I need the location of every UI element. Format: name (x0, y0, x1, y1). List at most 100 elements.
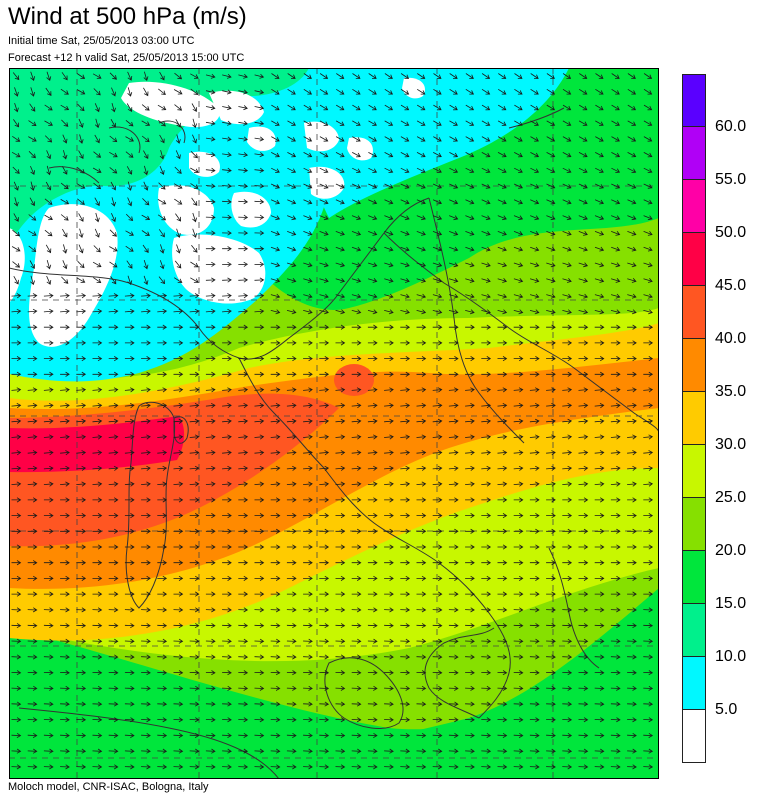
wind-arrow (27, 591, 38, 597)
wind-arrow (238, 277, 249, 283)
wind-arrow (497, 309, 508, 315)
wind-arrow (465, 262, 475, 268)
wind-arrow (270, 654, 281, 660)
wind-arrow (286, 591, 297, 597)
wind-arrow (627, 685, 637, 691)
wind-arrow (222, 230, 232, 236)
wind-arrow (578, 528, 589, 534)
wind-arrow (157, 293, 168, 299)
wind-arrow (546, 199, 556, 205)
wind-arrow (127, 71, 133, 81)
wind-arrow (367, 513, 378, 519)
wind-arrow (222, 575, 232, 581)
map-title: Wind at 500 hPa (m/s) (8, 3, 247, 30)
wind-arrow (205, 308, 216, 314)
wind-arrow (11, 685, 22, 691)
wind-arrow (238, 591, 249, 597)
wind-arrow (254, 497, 265, 503)
wind-arrow (78, 134, 84, 144)
wind-arrow (124, 308, 135, 314)
wind-arrow (497, 183, 507, 189)
wind-arrow (222, 528, 232, 534)
wind-arrow (546, 167, 556, 173)
wind-arrow (465, 497, 475, 503)
wind-arrow (27, 513, 38, 519)
wind-arrow (28, 120, 37, 127)
wind-arrow (368, 73, 377, 79)
wind-arrow (43, 497, 54, 503)
wind-arrow (367, 340, 378, 346)
wind-arrow (578, 513, 589, 519)
wind-arrow (384, 199, 394, 205)
wind-arrow (141, 591, 151, 597)
wind-arrow (627, 167, 637, 173)
wind-arrow (157, 560, 168, 566)
wind-arrow (11, 670, 22, 676)
wind-arrow (254, 324, 265, 330)
wind-arrow (222, 199, 232, 205)
wind-arrow (416, 199, 426, 205)
wind-arrow (205, 701, 216, 707)
wind-arrow (141, 481, 151, 487)
wind-arrow (92, 340, 103, 346)
wind-arrow (546, 120, 556, 126)
wind-arrow (627, 638, 637, 644)
wind-arrow (126, 260, 133, 269)
wind-arrow (222, 183, 232, 189)
wind-arrow (60, 654, 70, 660)
wind-arrow (416, 465, 427, 471)
wind-arrow (46, 165, 52, 176)
wind-arrow (400, 167, 410, 173)
wind-arrow (562, 481, 573, 487)
wind-arrow (416, 528, 427, 534)
wind-arrow (238, 293, 249, 299)
wind-arrow (643, 418, 654, 424)
wind-arrow (286, 528, 297, 534)
wind-arrow (319, 623, 330, 629)
wind-arrow (124, 654, 135, 660)
wind-arrow (76, 183, 86, 189)
wind-arrow (513, 293, 524, 299)
wind-arrow (92, 356, 103, 362)
wind-arrow (481, 607, 492, 613)
wind-arrow (205, 418, 216, 424)
wind-arrow (416, 685, 427, 691)
wind-arrow (303, 340, 313, 346)
wind-arrow (303, 356, 313, 362)
wind-arrow (60, 214, 69, 221)
wind-arrow (578, 136, 588, 142)
wind-arrow (448, 764, 459, 770)
wind-arrow (595, 104, 604, 111)
wind-arrow (303, 215, 313, 221)
wind-arrow (76, 418, 87, 424)
wind-arrow (44, 120, 53, 126)
wind-arrow (416, 607, 427, 613)
wind-arrow (578, 717, 589, 723)
wind-arrow (529, 670, 540, 676)
wind-arrow (497, 199, 507, 205)
wind-arrow (627, 340, 637, 346)
wind-arrow (481, 465, 492, 471)
wind-arrow (189, 685, 200, 691)
wind-arrow (30, 165, 35, 175)
wind-arrow (141, 403, 151, 409)
wind-arrow (303, 262, 313, 268)
wind-arrow (432, 638, 443, 644)
wind-arrow (546, 88, 556, 95)
wind-arrow (61, 276, 69, 284)
wind-arrow (513, 607, 524, 613)
wind-arrow (384, 732, 394, 738)
wind-arrow (92, 497, 103, 503)
wind-arrow (352, 104, 361, 111)
wind-arrow (205, 356, 216, 362)
wind-arrow (254, 685, 265, 691)
wind-arrow (205, 277, 216, 283)
wind-arrow (578, 215, 588, 221)
wind-arrow (448, 309, 459, 315)
wind-arrow (594, 403, 605, 409)
wind-arrow (60, 356, 70, 362)
wind-arrow (303, 104, 313, 111)
wind-arrow (335, 497, 346, 503)
wind-arrow (400, 481, 411, 487)
wind-arrow (238, 607, 249, 613)
